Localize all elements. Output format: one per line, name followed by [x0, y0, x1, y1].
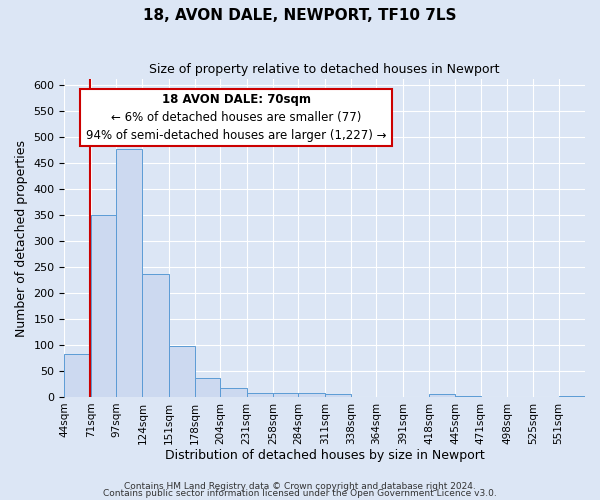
- Text: Contains public sector information licensed under the Open Government Licence v3: Contains public sector information licen…: [103, 490, 497, 498]
- Bar: [325, 394, 351, 397]
- Bar: [247, 393, 273, 397]
- Bar: [220, 388, 247, 397]
- Bar: [91, 215, 116, 397]
- Bar: [559, 396, 585, 397]
- Text: 18 AVON DALE: 70sqm: 18 AVON DALE: 70sqm: [161, 93, 311, 106]
- Bar: [455, 396, 481, 397]
- Bar: [169, 346, 195, 397]
- Text: Contains HM Land Registry data © Crown copyright and database right 2024.: Contains HM Land Registry data © Crown c…: [124, 482, 476, 491]
- X-axis label: Distribution of detached houses by size in Newport: Distribution of detached houses by size …: [165, 450, 485, 462]
- Text: 94% of semi-detached houses are larger (1,227) →: 94% of semi-detached houses are larger (…: [86, 128, 386, 141]
- Y-axis label: Number of detached properties: Number of detached properties: [15, 140, 28, 336]
- Bar: [116, 148, 142, 397]
- Bar: [298, 394, 325, 397]
- Text: ← 6% of detached houses are smaller (77): ← 6% of detached houses are smaller (77): [111, 110, 361, 124]
- Bar: [429, 394, 455, 397]
- Title: Size of property relative to detached houses in Newport: Size of property relative to detached ho…: [149, 62, 500, 76]
- Bar: [142, 274, 169, 397]
- FancyBboxPatch shape: [80, 89, 392, 146]
- Bar: [195, 378, 220, 397]
- Bar: [273, 393, 298, 397]
- Bar: [64, 354, 91, 397]
- Text: 18, AVON DALE, NEWPORT, TF10 7LS: 18, AVON DALE, NEWPORT, TF10 7LS: [143, 8, 457, 22]
